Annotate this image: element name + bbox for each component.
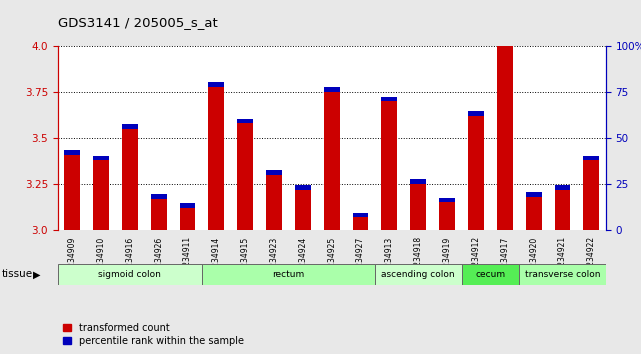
Bar [93,155,109,160]
Bar [208,86,224,230]
Bar [122,124,138,129]
Bar [583,155,599,160]
Bar [324,92,340,230]
Bar [439,198,455,202]
Bar [179,208,196,230]
Bar [237,123,253,230]
Bar [526,192,542,197]
Bar [439,202,455,230]
Bar [324,87,340,92]
Text: transverse colon: transverse colon [525,270,600,279]
Text: tissue: tissue [1,269,33,279]
Bar [468,112,484,116]
Text: GDS3141 / 205005_s_at: GDS3141 / 205005_s_at [58,16,217,29]
Bar [497,46,513,230]
Bar [353,217,369,230]
Bar [208,82,224,86]
Bar [462,264,519,285]
Bar [497,41,513,46]
Legend: transformed count, percentile rank within the sample: transformed count, percentile rank withi… [63,323,244,346]
Bar [583,160,599,230]
Bar [554,185,570,190]
Bar [122,129,138,230]
Bar [295,190,311,230]
Bar [64,155,80,230]
Bar [410,184,426,230]
Bar [179,204,196,208]
Bar [93,160,109,230]
Bar [554,190,570,230]
Bar [58,264,202,285]
Bar [237,119,253,123]
Bar [375,264,462,285]
Bar [468,116,484,230]
Bar [526,197,542,230]
Text: sigmoid colon: sigmoid colon [98,270,162,279]
Text: cecum: cecum [476,270,505,279]
Text: ascending colon: ascending colon [381,270,455,279]
Bar [202,264,375,285]
Bar [410,179,426,184]
Text: ▶: ▶ [33,269,41,279]
Text: rectum: rectum [272,270,304,279]
Bar [519,264,606,285]
Bar [381,97,397,101]
Bar [266,170,282,175]
Bar [266,175,282,230]
Bar [151,199,167,230]
Bar [295,185,311,190]
Bar [381,101,397,230]
Bar [151,194,167,199]
Bar [64,150,80,155]
Bar [353,213,369,217]
